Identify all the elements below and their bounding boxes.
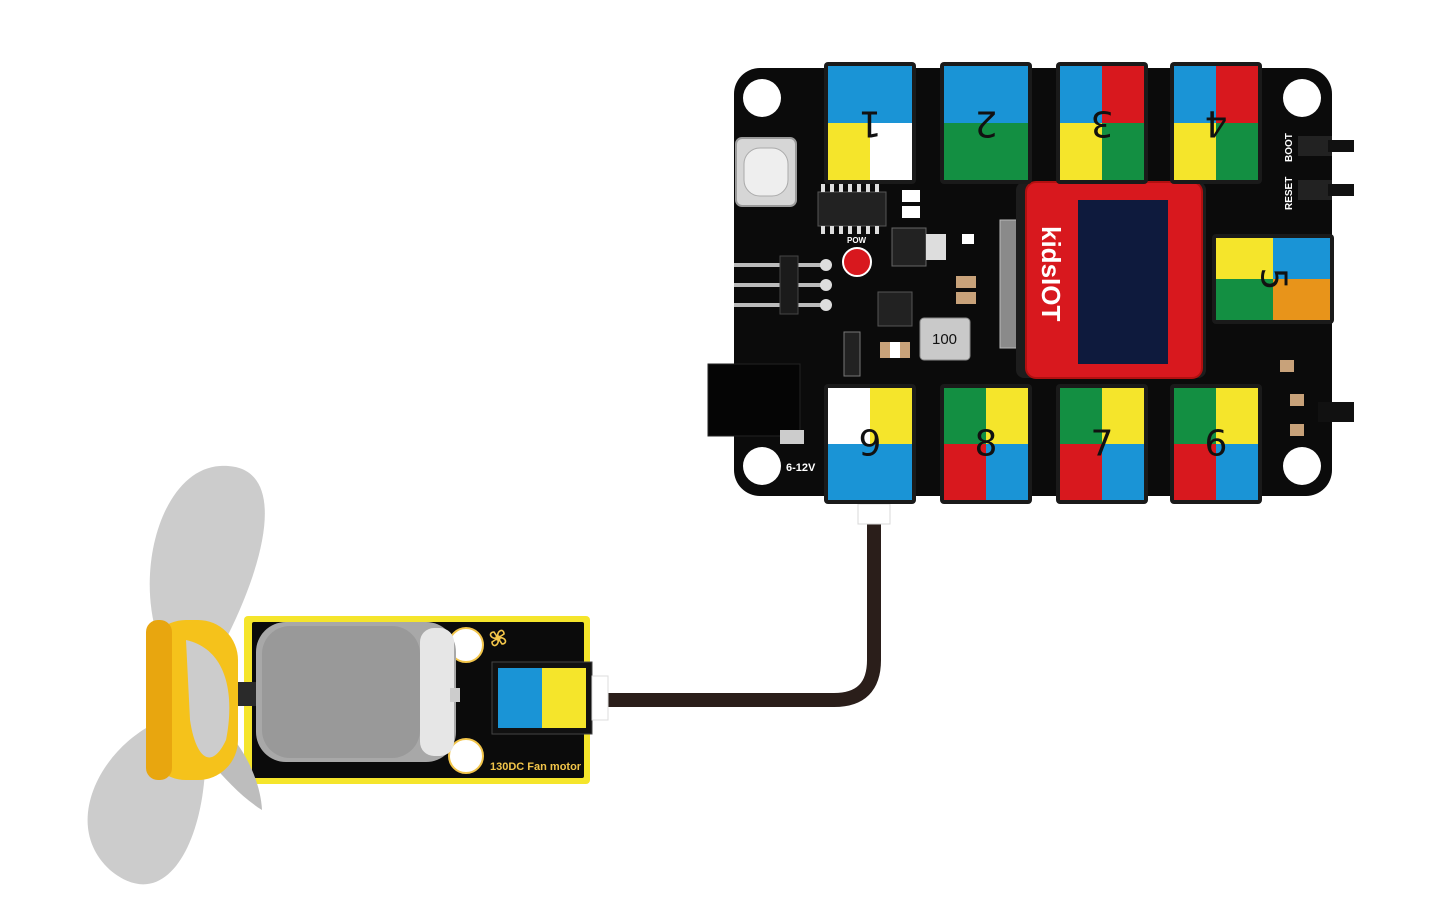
port-pin-color <box>1174 388 1216 444</box>
port-pin-color <box>828 444 870 500</box>
port-4: 4 <box>1170 62 1262 184</box>
connection-cable <box>608 503 891 707</box>
port-pin-color <box>828 388 870 444</box>
connector-pin-yellow <box>542 668 586 728</box>
port-number-label: 5 <box>1253 268 1294 291</box>
port-pin-color <box>986 66 1028 123</box>
connector-pin-blue <box>498 668 542 728</box>
port-number-label: 7 <box>1091 424 1114 465</box>
mounting-hole <box>1283 447 1321 485</box>
dc-motor <box>238 622 460 762</box>
onboard-components <box>817 136 1354 436</box>
port-pin-color <box>1060 66 1102 123</box>
port-pin-color <box>1102 66 1144 123</box>
port-pin-color <box>828 123 870 180</box>
port-pin-color <box>1216 388 1258 444</box>
port-pin-color <box>944 444 986 500</box>
port-pin-color <box>828 66 870 123</box>
voltage-label: 6-12V <box>786 462 816 474</box>
port-modules: 1 2 3 4 5 6 7 8 9 <box>824 62 1334 504</box>
mounting-hole <box>743 447 781 485</box>
port-pin-color <box>1273 238 1330 279</box>
port-1: 1 <box>824 62 916 184</box>
port-number-label: 3 <box>1091 103 1114 144</box>
port-pin-color <box>1216 238 1273 279</box>
port-6: 6 <box>1170 384 1262 504</box>
port-pin-color <box>1216 66 1258 123</box>
port-number-label: 4 <box>1205 103 1228 144</box>
port-number-label: 8 <box>975 424 998 465</box>
port-pin-color <box>1102 388 1144 444</box>
port-number-label: 1 <box>859 103 882 144</box>
fan-module-label: 130DC Fan motor <box>490 761 582 773</box>
port-8: 8 <box>940 384 1032 504</box>
oled-display: kidsIOT <box>1016 181 1206 379</box>
port-number-label: 6 <box>1205 424 1228 465</box>
port-2: 2 <box>940 62 1032 184</box>
port-pin-color <box>870 388 912 444</box>
port-pin-color <box>944 123 986 180</box>
port-pin-color <box>944 388 986 444</box>
brand-logo: kidsIOT <box>1036 226 1066 321</box>
port-pin-color <box>1216 444 1258 500</box>
fan-propeller <box>87 465 265 885</box>
port-pin-color <box>944 66 986 123</box>
port-pin-color <box>1174 444 1216 500</box>
fan-hub <box>146 620 238 780</box>
port-pin-color <box>1060 444 1102 500</box>
reset-button-label: RESET <box>1284 177 1295 210</box>
port-5: 5 <box>1212 234 1334 324</box>
port-pin-color <box>986 444 1028 500</box>
port-pin-color <box>986 388 1028 444</box>
mounting-hole <box>743 79 781 117</box>
port-7: 7 <box>1056 384 1148 504</box>
power-label: POW <box>847 236 867 245</box>
port-pin-color <box>1060 123 1102 180</box>
port-pin-color <box>1102 123 1144 180</box>
dc-power-jack <box>707 363 804 444</box>
port-pin-color <box>1102 444 1144 500</box>
port-number-label: 9 <box>859 424 882 465</box>
port-pin-color <box>1174 123 1216 180</box>
port-pin-color <box>1174 66 1216 123</box>
mounting-hole <box>1283 79 1321 117</box>
inductor: 100 <box>919 317 971 361</box>
port-pin-color <box>870 444 912 500</box>
mounting-hole <box>448 738 484 774</box>
port-pin-color <box>1273 279 1330 320</box>
pin-header <box>734 255 832 315</box>
port-pin-color <box>986 123 1028 180</box>
port-pin-color <box>1216 123 1258 180</box>
power-led <box>842 247 872 277</box>
fan-connector <box>491 661 609 735</box>
port-pin-color <box>870 123 912 180</box>
inductor-label: 100 <box>932 331 957 348</box>
port-pin-color <box>1216 279 1273 320</box>
port-number-label: 2 <box>975 103 998 144</box>
port-9: 9 <box>824 384 916 504</box>
fan-motor-module: 130DC Fan motor <box>238 616 609 784</box>
fan-icon <box>489 629 507 647</box>
kidsiot-main-board: 6-12V <box>707 62 1354 504</box>
port-pin-color <box>870 66 912 123</box>
boot-button-label: BOOT <box>1284 133 1295 162</box>
port-pin-color <box>1060 388 1102 444</box>
port-3: 3 <box>1056 62 1148 184</box>
usb-c-port <box>735 137 797 207</box>
